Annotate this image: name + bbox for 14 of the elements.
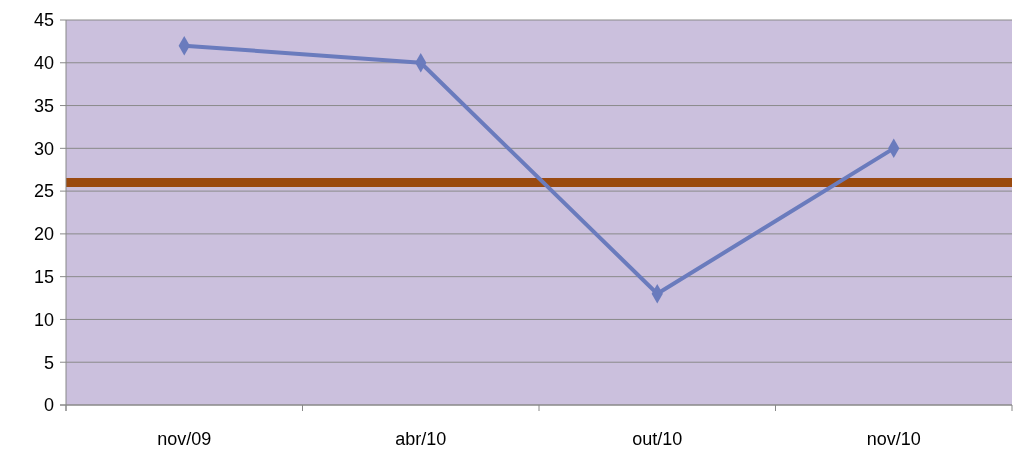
y-tick-label: 10: [33, 309, 54, 330]
y-tick-label: 45: [33, 10, 54, 31]
y-tick-label: 30: [33, 138, 54, 159]
y-tick-label: 20: [33, 224, 54, 245]
y-tick-label: 15: [33, 266, 54, 287]
y-tick-label: 40: [33, 53, 54, 74]
y-tick-label: 0: [43, 395, 54, 416]
y-tick-label: 25: [33, 181, 54, 202]
x-tick-label: nov/09: [157, 429, 212, 449]
y-tick-label: 35: [33, 95, 54, 116]
x-tick-label: out/10: [632, 429, 683, 449]
x-tick-label: abr/10: [395, 429, 447, 449]
y-tick-label: 5: [43, 352, 54, 373]
x-tick-label: nov/10: [866, 429, 921, 449]
